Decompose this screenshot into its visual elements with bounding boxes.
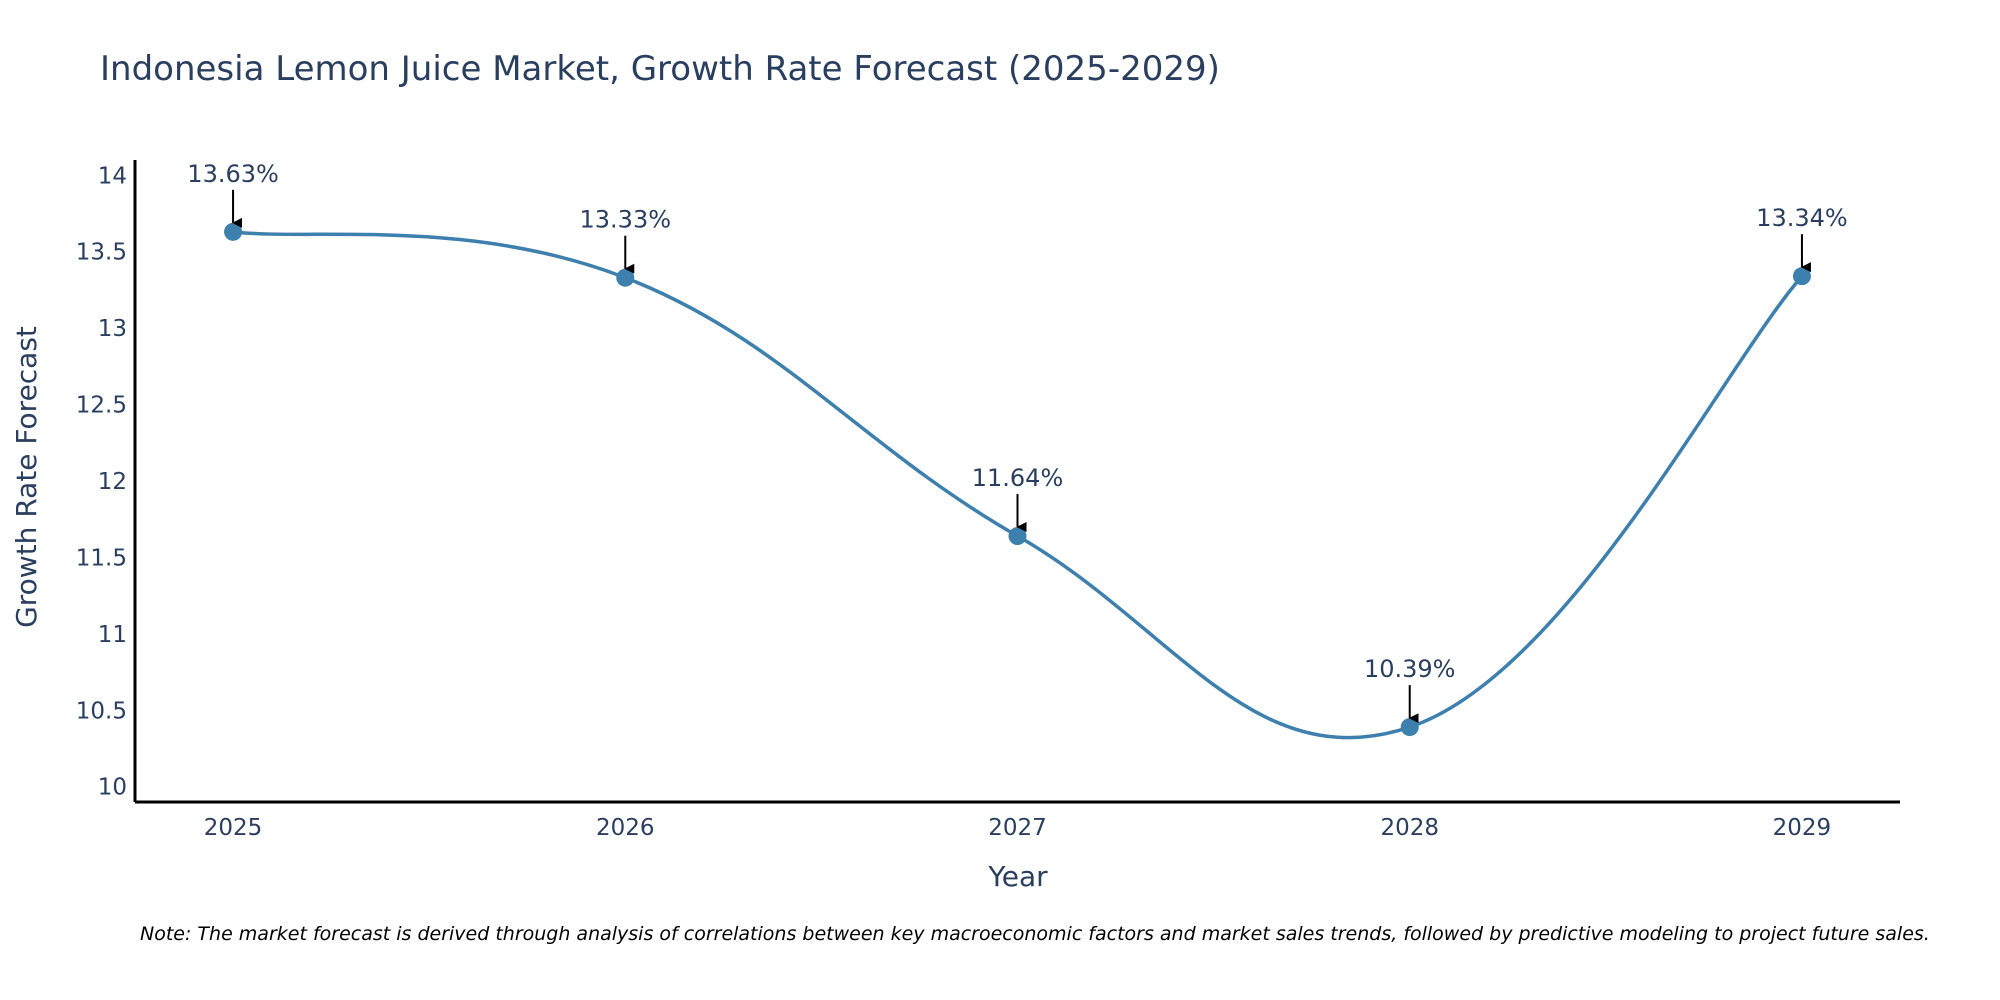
x-tick-label: 2026 — [596, 815, 655, 841]
data-label: 10.39% — [1364, 655, 1456, 683]
data-point-marker — [616, 268, 635, 287]
y-tick-label: 12.5 — [76, 393, 127, 419]
data-label: 13.34% — [1756, 204, 1848, 232]
y-tick-label: 14 — [98, 163, 127, 189]
y-tick-label: 13 — [98, 316, 127, 342]
data-label: 13.63% — [187, 160, 279, 188]
y-axis-title: Growth Rate Forecast — [10, 326, 43, 628]
x-tick-label: 2028 — [1380, 815, 1439, 841]
growth-rate-line — [232, 230, 1804, 740]
y-tick-label: 11.5 — [76, 545, 127, 571]
x-axis-title: Year — [987, 860, 1048, 893]
y-tick-label: 10 — [98, 775, 127, 801]
data-label: 13.33% — [580, 206, 672, 234]
data-label: 11.64% — [972, 464, 1064, 492]
y-tick-label: 11 — [98, 622, 127, 648]
x-tick-label: 2029 — [1773, 815, 1832, 841]
data-annotations: 13.63% 13.33% 11.64% 10.39% 13.34% — [187, 160, 1848, 724]
data-point-marker — [224, 222, 243, 241]
data-point-marker — [1792, 267, 1811, 286]
axes — [133, 160, 1900, 804]
y-tick-label: 13.5 — [76, 240, 127, 266]
x-axis-ticks: 2025 2026 2027 2028 2029 — [204, 815, 1831, 841]
chart-title: Indonesia Lemon Juice Market, Growth Rat… — [100, 49, 1220, 89]
y-tick-label: 10.5 — [76, 698, 127, 724]
y-axis-ticks: 10 10.5 11 11.5 12 12.5 13 13.5 14 — [76, 163, 127, 800]
data-point-marker — [1400, 718, 1419, 737]
x-tick-label: 2027 — [988, 815, 1047, 841]
footnote: Note: The market forecast is derived thr… — [140, 923, 1930, 945]
data-point-marker — [1008, 527, 1027, 546]
y-tick-label: 12 — [98, 469, 127, 495]
x-tick-label: 2025 — [204, 815, 263, 841]
